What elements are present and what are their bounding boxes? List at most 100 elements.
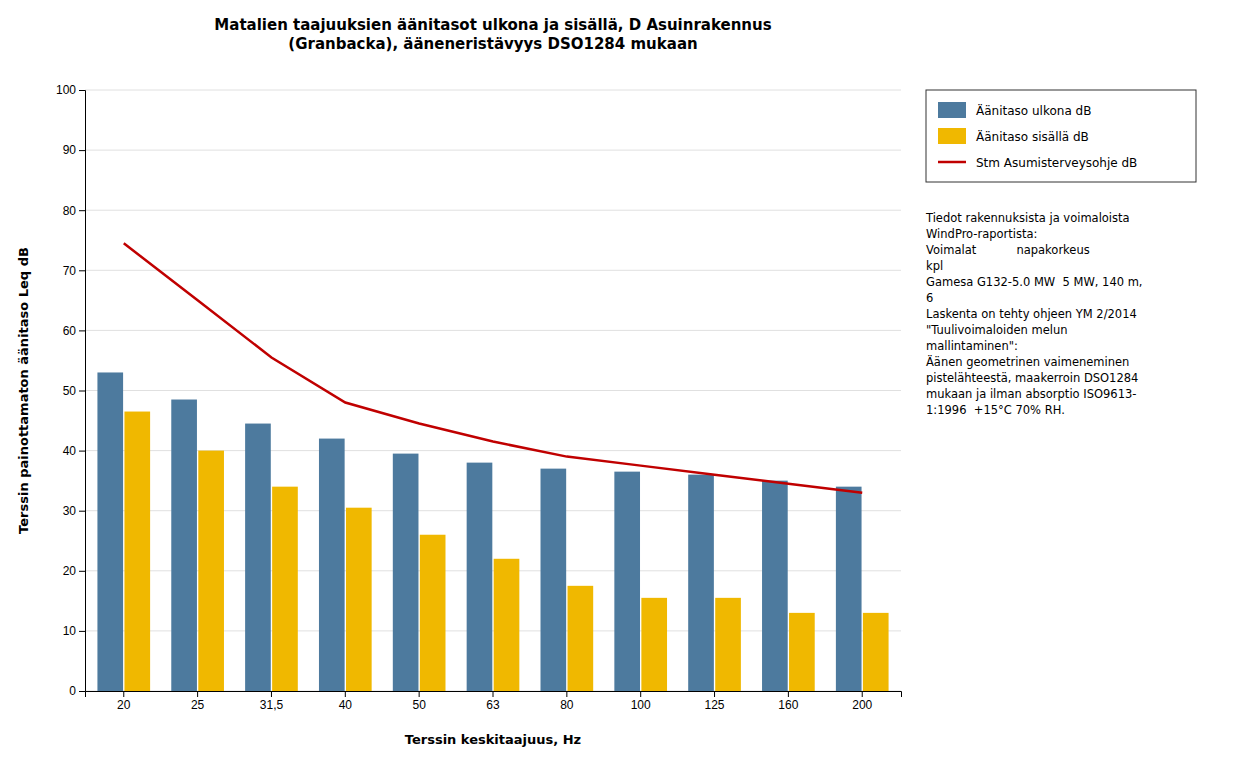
legend-label: Äänitaso sisällä dB bbox=[976, 129, 1089, 144]
tick-label: 20 bbox=[117, 698, 131, 712]
tick: 200 bbox=[852, 691, 872, 712]
bar bbox=[245, 424, 271, 691]
tick-mark bbox=[271, 691, 272, 697]
bar bbox=[541, 469, 567, 691]
tick-label: 160 bbox=[778, 698, 798, 712]
tick: 50 bbox=[412, 691, 426, 712]
tick-mark bbox=[79, 210, 85, 211]
tick-mark bbox=[79, 150, 85, 151]
legend-item: Äänitaso ulkona dB bbox=[938, 102, 1091, 118]
bar bbox=[198, 451, 224, 691]
title: Matalien taajuuksien äänitasot ulkona ja… bbox=[214, 16, 771, 53]
grid-line bbox=[85, 210, 901, 211]
tick: 30 bbox=[63, 504, 85, 518]
tick-label: 100 bbox=[56, 83, 76, 97]
tick: 40 bbox=[339, 691, 353, 712]
bar bbox=[614, 472, 640, 691]
marks bbox=[97, 243, 888, 691]
tick-mark bbox=[493, 691, 494, 697]
bar bbox=[863, 613, 889, 691]
bar bbox=[688, 475, 714, 691]
x-axis-title: Terssin keskitaajuus, Hz bbox=[405, 732, 581, 747]
tick-label: 40 bbox=[63, 444, 77, 458]
tick: 63 bbox=[486, 691, 500, 712]
tick-mark bbox=[79, 330, 85, 331]
tick: 20 bbox=[117, 691, 131, 712]
legend-frame bbox=[926, 90, 1196, 182]
legend-item: Stm Asumisterveysohje dB bbox=[938, 156, 1137, 170]
tick-label: 70 bbox=[63, 264, 77, 278]
bar-series bbox=[97, 372, 861, 691]
legend-swatch bbox=[938, 102, 966, 118]
bar bbox=[494, 559, 520, 691]
bar bbox=[420, 535, 446, 691]
tick: 125 bbox=[705, 691, 725, 712]
legend: Äänitaso ulkona dB Äänitaso sisällä dB Stm… bbox=[926, 90, 1196, 182]
tick-label: 80 bbox=[63, 204, 77, 218]
annotation: Tiedot rakennuksista ja voimaloistaWindP… bbox=[925, 211, 1143, 417]
bar bbox=[568, 586, 594, 691]
bar bbox=[171, 400, 197, 691]
tick-label: 30 bbox=[63, 504, 77, 518]
grid-line bbox=[85, 330, 901, 331]
bar bbox=[762, 481, 788, 691]
tick-label: 31,5 bbox=[260, 698, 284, 712]
tick-label: 125 bbox=[705, 698, 725, 712]
bar bbox=[346, 508, 372, 691]
axis-line bbox=[79, 91, 86, 692]
tick-label: 63 bbox=[486, 698, 500, 712]
tick-label: 40 bbox=[339, 698, 353, 712]
tick-label: 10 bbox=[63, 624, 77, 638]
legend-swatch bbox=[938, 161, 966, 164]
grid bbox=[85, 90, 901, 691]
bar bbox=[393, 454, 419, 691]
tick-label: 200 bbox=[852, 698, 872, 712]
tick-mark bbox=[640, 691, 641, 697]
tick-label: 90 bbox=[63, 143, 77, 157]
y-axis: 0 10 20 30 40 50 60 70 80 90 100 bbox=[56, 83, 86, 698]
grid-line bbox=[85, 150, 901, 151]
tick: 25 bbox=[191, 691, 205, 712]
tick: 80 bbox=[63, 204, 85, 218]
tick-mark bbox=[79, 391, 85, 392]
tick-label: 80 bbox=[560, 698, 574, 712]
tick-mark bbox=[123, 691, 124, 697]
tick-mark bbox=[79, 451, 85, 452]
tick-mark bbox=[345, 691, 346, 697]
tick: 160 bbox=[778, 691, 798, 712]
line bbox=[124, 243, 862, 492]
axis-line bbox=[86, 692, 902, 698]
tick: 0 bbox=[69, 684, 85, 698]
tick-label: 60 bbox=[63, 324, 77, 338]
bar bbox=[124, 412, 150, 691]
tick-label: 25 bbox=[191, 698, 205, 712]
tick-mark bbox=[79, 90, 85, 91]
tick-mark bbox=[79, 691, 85, 692]
bar bbox=[836, 487, 862, 691]
plot: 20 25 31,5 40 50 63 80 100 125 160 200 0 10 20 30 40 50 6… bbox=[56, 83, 902, 711]
tick-mark bbox=[79, 571, 85, 572]
tick: 20 bbox=[63, 564, 85, 578]
tick: 100 bbox=[56, 83, 85, 97]
tick: 90 bbox=[63, 143, 85, 157]
chart: 20 25 31,5 40 50 63 80 100 125 160 200 0 10 20 30 40 50 6… bbox=[0, 0, 1241, 766]
tick-label: 50 bbox=[63, 384, 77, 398]
bar bbox=[467, 463, 493, 691]
bar bbox=[715, 598, 741, 691]
legend-label: Äänitaso ulkona dB bbox=[976, 103, 1091, 118]
tick: 100 bbox=[631, 691, 651, 712]
legend-item: Äänitaso sisällä dB bbox=[938, 128, 1089, 144]
tick: 50 bbox=[63, 384, 85, 398]
bar-series bbox=[124, 412, 888, 691]
bar bbox=[97, 372, 123, 691]
tick-mark bbox=[419, 691, 420, 697]
tick-mark bbox=[197, 691, 198, 697]
tick: 60 bbox=[63, 324, 85, 338]
legend-label: Stm Asumisterveysohje dB bbox=[976, 156, 1137, 170]
tick: 10 bbox=[63, 624, 85, 638]
grid-line bbox=[85, 90, 901, 91]
tick-label: 100 bbox=[631, 698, 651, 712]
tick: 80 bbox=[560, 691, 574, 712]
tick-mark bbox=[79, 631, 85, 632]
tick-label: 20 bbox=[63, 564, 77, 578]
